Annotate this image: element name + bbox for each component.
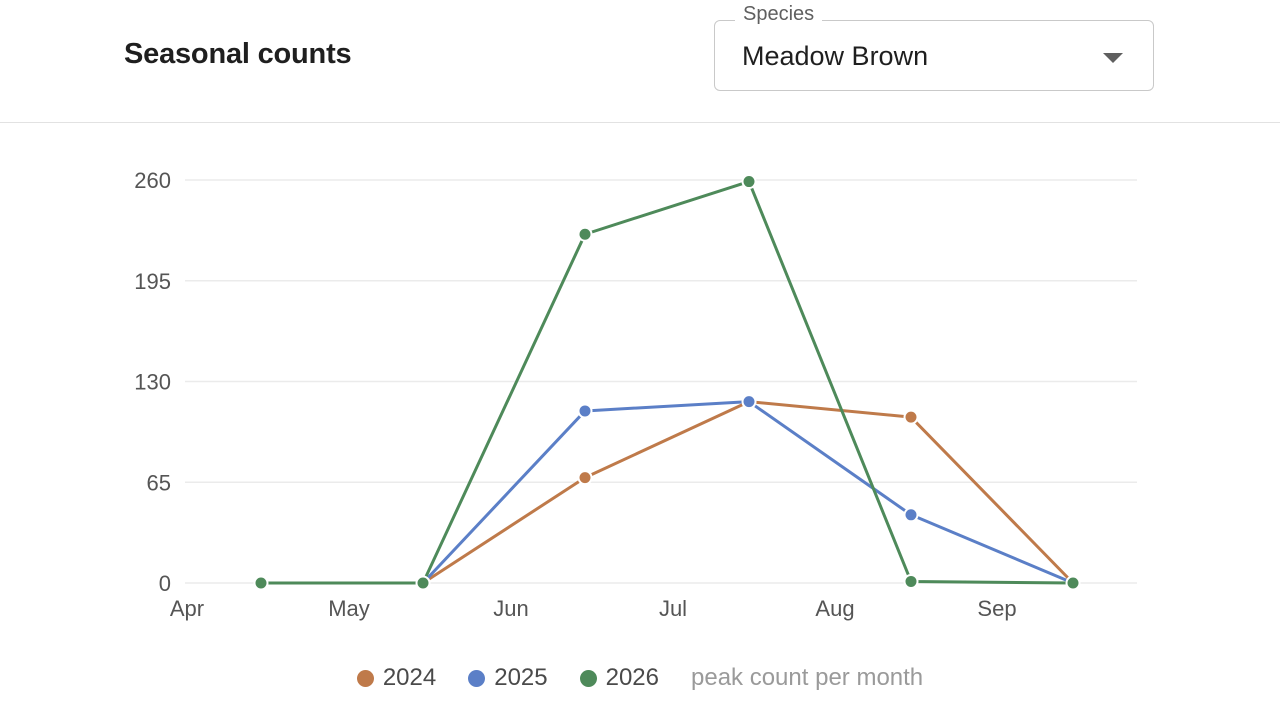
data-point-2025 [903, 507, 919, 523]
series-line-2026 [261, 180, 1074, 585]
data-point-2026 [577, 226, 593, 242]
page-title: Seasonal counts [124, 38, 352, 70]
x-tick-label: Aug [815, 596, 854, 621]
legend-item-2025[interactable]: 2025 [468, 664, 548, 692]
y-tick-label: 260 [134, 168, 171, 193]
data-point-2025 [741, 394, 757, 410]
data-point-2025 [577, 403, 593, 419]
chart-legend: 2024 2025 2026 peak count per month [0, 660, 1280, 696]
species-select-value: Meadow Brown [742, 41, 929, 71]
series-line-2024 [422, 400, 1075, 585]
legend-label-2024: 2024 [382, 664, 437, 691]
data-point-2026 [741, 174, 757, 190]
data-point-2026 [1065, 575, 1081, 591]
data-point-2024 [577, 470, 593, 486]
chevron-down-icon [1103, 53, 1123, 63]
x-tick-label: Apr [170, 596, 204, 621]
legend-note: peak count per month [691, 664, 924, 691]
species-select[interactable]: Species Meadow Brown [714, 3, 1154, 91]
legend-label-2026: 2026 [605, 664, 659, 691]
species-select-label: Species [735, 3, 823, 26]
x-tick-label: Sep [977, 596, 1016, 621]
data-point-2026 [415, 575, 431, 591]
legend-item-2026[interactable]: 2026 [579, 664, 659, 692]
x-tick-label: Jun [493, 596, 528, 621]
y-tick-label: 65 [147, 470, 171, 495]
y-tick-label: 195 [134, 269, 171, 294]
data-point-2026 [903, 573, 919, 589]
series-line-2025 [421, 400, 1074, 585]
y-tick-label: 0 [159, 571, 171, 596]
seasonal-counts-chart: 0 65 130 195 260 Apr May Jun Jul Aug Sep [134, 168, 1137, 621]
header: Seasonal counts Species Meadow Brown [0, 0, 1280, 123]
x-tick-label: May [328, 596, 370, 621]
legend-swatch-2025 [468, 669, 486, 687]
data-point-2026 [253, 575, 269, 591]
legend-swatch-2024 [356, 669, 374, 687]
y-tick-label: 130 [134, 370, 171, 395]
legend-swatch-2026 [579, 669, 597, 687]
legend-item-2024[interactable]: 2024 [356, 664, 437, 692]
legend-label-2025: 2025 [494, 664, 548, 691]
header-divider [0, 122, 1280, 123]
x-tick-label: Jul [659, 596, 687, 621]
data-point-2024 [903, 409, 919, 425]
